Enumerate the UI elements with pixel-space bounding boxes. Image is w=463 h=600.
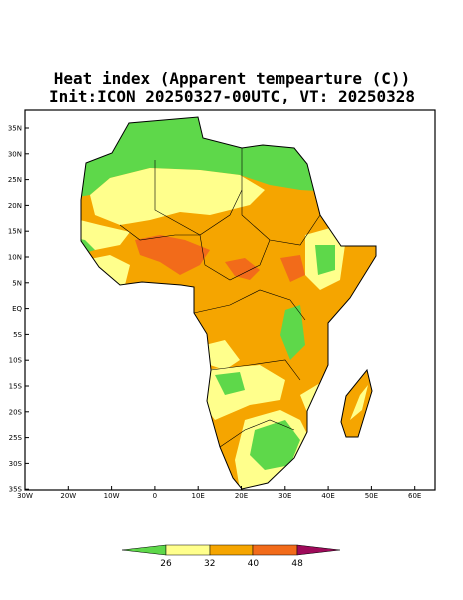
lat-label: 15N [8, 228, 22, 236]
lon-label: 20W [60, 492, 76, 500]
lat-label: 10N [8, 254, 22, 262]
subtitle: Init:ICON 20250327-00UTC, VT: 20250328 [49, 87, 415, 106]
madagascar-field [350, 385, 368, 420]
lat-label: 25N [8, 176, 22, 184]
lat-label: 35N [8, 125, 22, 133]
colorbar-label: 40 [248, 559, 260, 569]
colorbar [121, 544, 341, 556]
africa-coast [80, 116, 377, 490]
lon-label: 20E [235, 492, 248, 500]
lat-label: 15S [9, 383, 23, 391]
axis-ticks: 35N 30N 25N 20N 15N 10N 5N EQ 5S 10S 15S 20S 25S 30S 3… [8, 125, 422, 501]
lon-label: 50E [365, 492, 378, 500]
borders [119, 148, 321, 448]
lat-label: 30N [8, 150, 22, 158]
lon-label: 30E [278, 492, 291, 500]
lat-label: 5S [13, 331, 22, 339]
colorbar-label: 48 [291, 559, 303, 569]
lat-label: 5N [12, 279, 22, 287]
colorbar-label: 32 [204, 559, 215, 569]
lat-label: 35S [9, 486, 23, 494]
lon-label: 10W [104, 492, 120, 500]
lon-label: 40E [321, 492, 334, 500]
lon-label: 10E [192, 492, 205, 500]
madagascar [340, 368, 373, 438]
colorbar-label: 26 [160, 559, 172, 569]
lon-label: 0 [153, 492, 157, 500]
lat-label: 20S [9, 408, 23, 416]
title: Heat index (Apparent tempearture (C)) [54, 69, 410, 88]
lat-label: 30S [9, 460, 23, 468]
lon-label: 60E [408, 492, 421, 500]
lon-label: 30W [17, 492, 33, 500]
lat-label: 25S [9, 434, 23, 442]
lat-label: EQ [12, 305, 22, 313]
lat-label: 10S [9, 357, 23, 365]
lat-label: 20N [8, 202, 22, 210]
